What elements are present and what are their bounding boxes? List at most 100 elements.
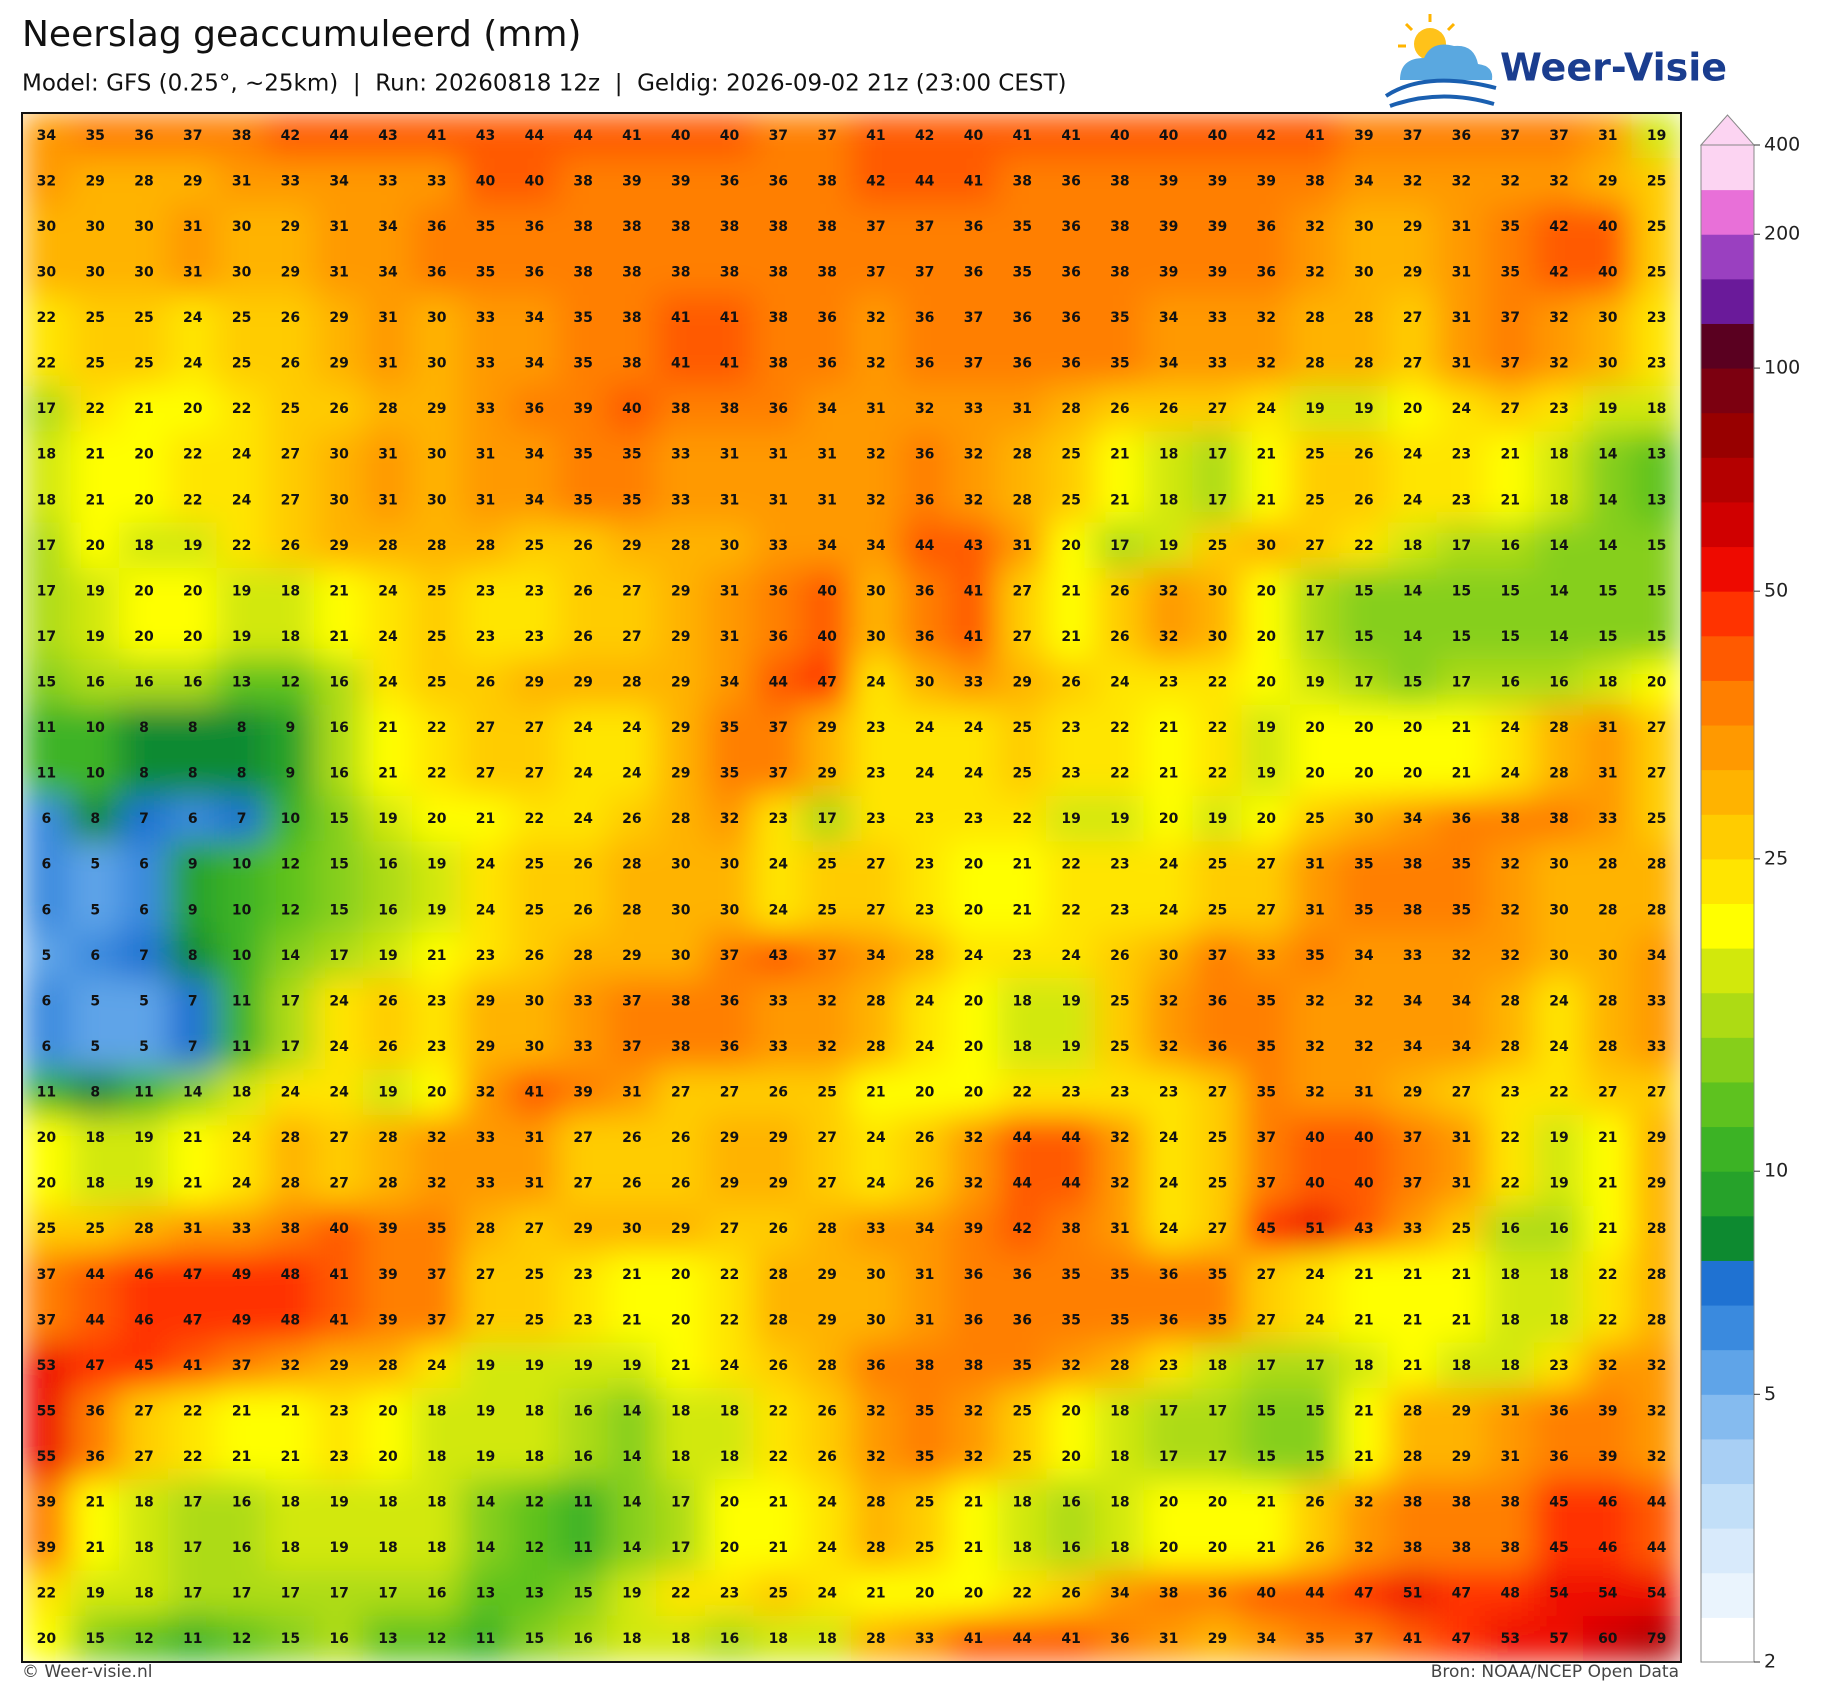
precip-value: 7: [188, 993, 198, 1009]
precip-cell: [607, 1160, 657, 1207]
precip-value: 32: [1549, 173, 1568, 189]
precip-value: 32: [817, 993, 836, 1009]
precip-value: 27: [1647, 720, 1666, 736]
precip-value: 38: [1061, 1221, 1080, 1237]
precip-value: 14: [622, 1449, 642, 1465]
precip-cell: [22, 158, 72, 205]
precip-cell: [948, 704, 999, 752]
precip-cell: [1338, 340, 1389, 387]
precip-cell: [411, 203, 462, 251]
precip-cell: [997, 932, 1048, 980]
precip-value: 19: [1061, 811, 1080, 827]
precip-cell: [265, 113, 316, 160]
precip-cell: [1485, 203, 1536, 251]
precip-cell: [509, 1615, 560, 1662]
precip-cell: [851, 841, 901, 888]
precip-cell: [1094, 1297, 1145, 1344]
precip-cell: [997, 1524, 1048, 1572]
precip-cell: [1241, 249, 1292, 296]
precip-cell: [265, 887, 316, 934]
precip-value: 32: [1549, 356, 1568, 372]
precip-cell: [314, 522, 365, 570]
precip-value: 27: [525, 1221, 544, 1237]
precip-value: 22: [1598, 1267, 1617, 1283]
precip-value: 35: [1354, 857, 1373, 873]
precip-value: 37: [1500, 310, 1519, 326]
precip-cell: [948, 932, 999, 980]
colorbar-band: [1701, 858, 1754, 904]
precip-value: 25: [134, 310, 153, 326]
precip-value: 24: [1159, 1221, 1179, 1237]
precip-value: 25: [85, 1221, 104, 1237]
precip-cell: [411, 795, 462, 843]
precip-value: 21: [1354, 1403, 1373, 1419]
precip-value: 28: [378, 1130, 397, 1146]
precip-cell: [265, 294, 316, 342]
precip-cell: [948, 431, 999, 478]
precip-cell: [1290, 1114, 1340, 1162]
precip-cell: [655, 340, 706, 387]
precip-value: 18: [817, 1631, 836, 1647]
precip-value: 21: [1452, 766, 1471, 782]
precip-value: 15: [1257, 1449, 1276, 1465]
precip-value: 39: [1159, 264, 1178, 280]
precip-cell: [607, 1524, 657, 1572]
precip-value: 47: [1452, 1631, 1471, 1647]
precip-value: 24: [817, 1540, 837, 1556]
precip-value: 17: [1208, 1403, 1227, 1419]
precip-cell: [1338, 978, 1389, 1025]
precip-value: 23: [427, 993, 446, 1009]
precip-value: 28: [1013, 447, 1032, 463]
precip-cell: [1582, 1524, 1633, 1572]
precip-value: 28: [134, 1221, 153, 1237]
precip-cell: [22, 476, 72, 524]
precip-cell: [1143, 113, 1194, 160]
precip-value: 24: [622, 720, 642, 736]
precip-value: 24: [1305, 1267, 1325, 1283]
precip-cell: [1046, 522, 1096, 570]
precip-value: 24: [329, 1085, 349, 1101]
precip-cell: [167, 568, 218, 615]
precip-cell: [1387, 568, 1438, 615]
precip-cell: [216, 1479, 267, 1526]
precip-cell: [1582, 704, 1633, 752]
precip-cell: [1241, 1524, 1292, 1572]
precip-value: 19: [622, 1358, 641, 1374]
precip-value: 32: [1159, 583, 1178, 599]
precip-value: 16: [1061, 1540, 1080, 1556]
precip-cell: [1582, 1342, 1633, 1390]
precip-value: 18: [134, 1586, 153, 1602]
precip-cell: [460, 249, 511, 296]
precip-value: 15: [329, 857, 348, 873]
precip-value: 36: [769, 583, 788, 599]
precip-cell: [119, 1615, 169, 1662]
precip-value: 41: [329, 1267, 348, 1283]
precip-cell: [1046, 1388, 1096, 1435]
precip-cell: [1436, 1570, 1487, 1617]
precip-value: 27: [1013, 629, 1032, 645]
precip-cell: [1192, 113, 1243, 160]
precip-value: 20: [1159, 1495, 1179, 1511]
precip-value: 16: [183, 674, 202, 690]
precip-value: 20: [1305, 720, 1325, 736]
precip-cell: [216, 158, 267, 205]
precip-value: 16: [1500, 1221, 1519, 1237]
precip-cell: [899, 340, 950, 387]
precip-cell: [460, 340, 511, 387]
precip-value: 28: [427, 538, 446, 554]
precip-cell: [558, 385, 609, 433]
precip-value: 21: [1598, 1176, 1617, 1192]
precip-cell: [607, 476, 657, 524]
precip-value: 27: [476, 1312, 495, 1328]
precip-cell: [899, 1433, 950, 1481]
precip-cell: [802, 340, 852, 387]
precip-cell: [1485, 158, 1536, 205]
precip-value: 31: [183, 264, 202, 280]
precip-cell: [1241, 1160, 1292, 1207]
precip-cell: [1582, 476, 1633, 524]
precip-cell: [119, 1297, 169, 1344]
precip-value: 28: [866, 993, 885, 1009]
precip-value: 26: [769, 1358, 788, 1374]
precip-cell: [509, 795, 560, 843]
precip-value: 35: [1110, 356, 1129, 372]
